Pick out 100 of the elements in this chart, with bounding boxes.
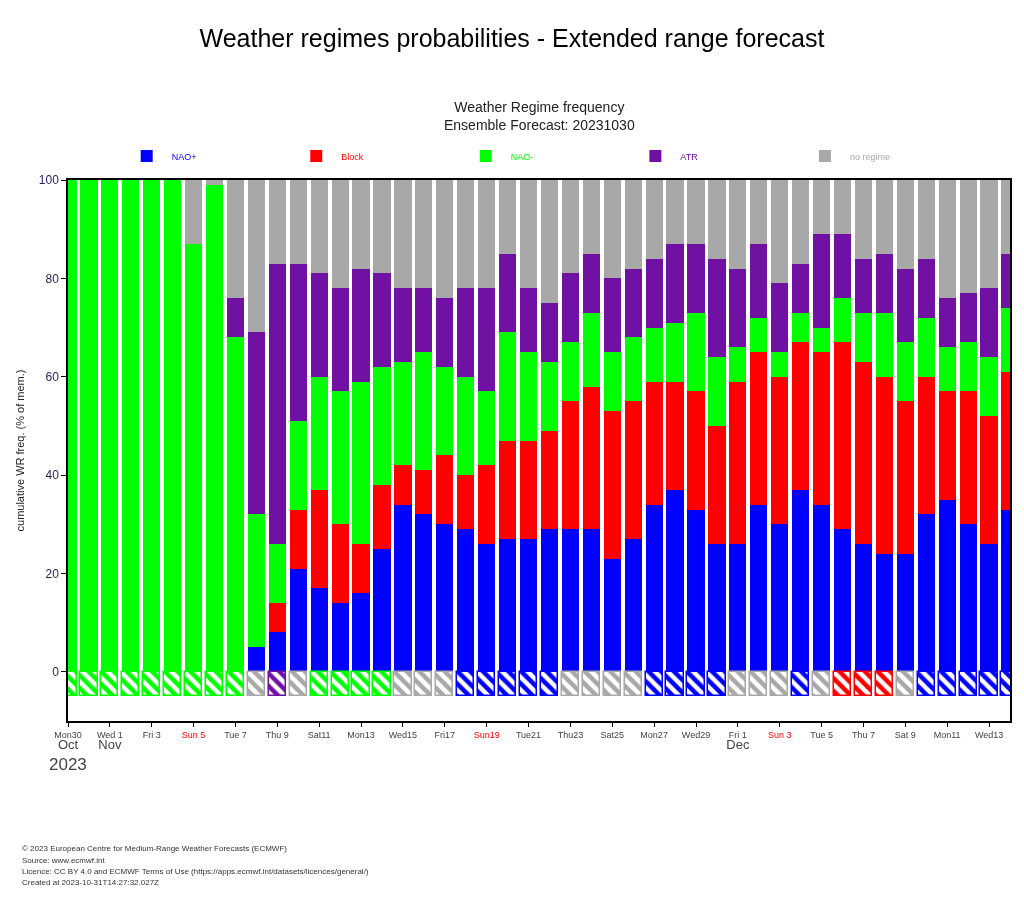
bar — [771, 524, 788, 672]
text: Created at 2023-10-31T14:27:32.027Z — [22, 878, 160, 887]
x-tick-label: Tue 5 — [810, 729, 833, 740]
bar — [792, 313, 809, 342]
bar — [290, 180, 307, 264]
bar — [332, 524, 349, 603]
bar — [708, 180, 726, 259]
bar — [581, 670, 600, 696]
bar — [499, 180, 516, 254]
bar — [980, 180, 998, 288]
bar — [436, 180, 453, 298]
bar — [748, 670, 767, 696]
bar — [350, 670, 370, 696]
bar — [646, 382, 663, 505]
bar — [583, 529, 600, 672]
x2-tick-label: Dec — [726, 737, 750, 752]
bar — [394, 180, 412, 288]
source-note: Source: www.ecmwf.int — [22, 856, 106, 865]
bar — [876, 254, 893, 313]
bar — [604, 180, 621, 278]
bar — [834, 180, 851, 234]
y-tick-label: 80 — [45, 271, 60, 286]
bar — [248, 332, 265, 514]
bar — [248, 647, 265, 672]
bar — [290, 569, 307, 672]
bar — [897, 401, 914, 554]
bar — [352, 180, 370, 269]
bar — [918, 259, 935, 318]
bar — [371, 670, 391, 696]
x-tick-label: Thu 9 — [265, 729, 289, 740]
bar — [960, 293, 977, 342]
bar — [541, 431, 558, 529]
bar — [604, 411, 621, 559]
bar — [729, 382, 746, 544]
bar — [646, 180, 663, 259]
bar — [646, 259, 663, 328]
bar — [290, 510, 307, 569]
bar — [415, 180, 432, 288]
bar — [227, 298, 244, 337]
bar — [541, 362, 558, 431]
x-tick-label: Mon11 — [933, 729, 961, 740]
bar — [855, 180, 872, 259]
bar — [332, 391, 349, 524]
bar — [394, 505, 412, 672]
bar — [918, 180, 935, 259]
bar — [666, 244, 684, 323]
bar — [248, 514, 265, 647]
text: Licence: CC BY 4.0 and ECMWF Terms of Use (https://apps.ecmwf.int/datasets/licences/general/) — [22, 867, 369, 876]
legend-label: no regime — [849, 151, 890, 162]
bar — [813, 352, 830, 505]
bar — [625, 539, 642, 672]
x-tick-label: Fri17 — [434, 729, 456, 740]
x-tick-label: Sun19 — [473, 729, 500, 740]
bar — [939, 391, 956, 500]
bar — [771, 180, 788, 283]
y-axis-title: cumulative WR freq. (% of mem.) — [13, 369, 26, 532]
legend-label: NAO- — [510, 151, 534, 162]
bar — [897, 269, 914, 342]
bar — [876, 554, 893, 672]
bar — [792, 180, 809, 264]
legend-label: Block — [341, 151, 364, 162]
bar — [269, 603, 286, 632]
bar — [834, 529, 851, 672]
bar — [541, 180, 558, 303]
bar — [666, 180, 684, 244]
x-tick-label: Sat11 — [307, 729, 331, 740]
bar — [834, 234, 851, 298]
bar — [352, 544, 370, 593]
bar — [311, 377, 328, 490]
bar — [687, 244, 705, 313]
bar — [560, 670, 579, 696]
x-tick-label: Wed29 — [681, 729, 711, 740]
bar — [309, 670, 328, 696]
bar — [436, 367, 453, 455]
x-tick-label: Mon13 — [347, 729, 375, 740]
bar — [834, 298, 851, 342]
x-tick-label: Mon30 — [54, 729, 82, 740]
bar — [269, 180, 286, 264]
bar — [918, 377, 935, 514]
bar — [352, 382, 370, 544]
bar — [625, 269, 642, 337]
bar — [373, 485, 391, 549]
chart-title: Weather regimes probabilities - Extended range forecast — [199, 23, 825, 52]
bar — [520, 441, 537, 539]
bar — [708, 357, 726, 426]
bar — [874, 670, 893, 696]
bar — [666, 323, 684, 382]
x-tick-label: Tue21 — [515, 729, 542, 740]
bar — [625, 401, 642, 539]
bar — [769, 670, 788, 696]
bar — [457, 377, 474, 475]
bar — [750, 505, 767, 672]
bar — [729, 347, 746, 382]
legend-label: ATR — [680, 151, 699, 162]
bar — [813, 234, 830, 328]
bar — [269, 544, 286, 603]
bar — [811, 670, 830, 696]
bar — [352, 593, 370, 672]
bar — [434, 670, 453, 696]
y-tick-label: 0 — [52, 665, 60, 680]
